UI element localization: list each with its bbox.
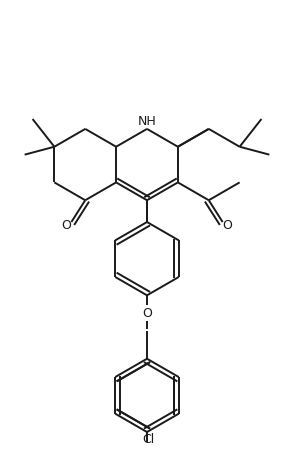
Text: O: O: [142, 307, 152, 320]
Text: NH: NH: [138, 115, 156, 128]
Text: O: O: [61, 220, 71, 233]
Text: Cl: Cl: [142, 433, 154, 446]
Text: O: O: [223, 220, 233, 233]
